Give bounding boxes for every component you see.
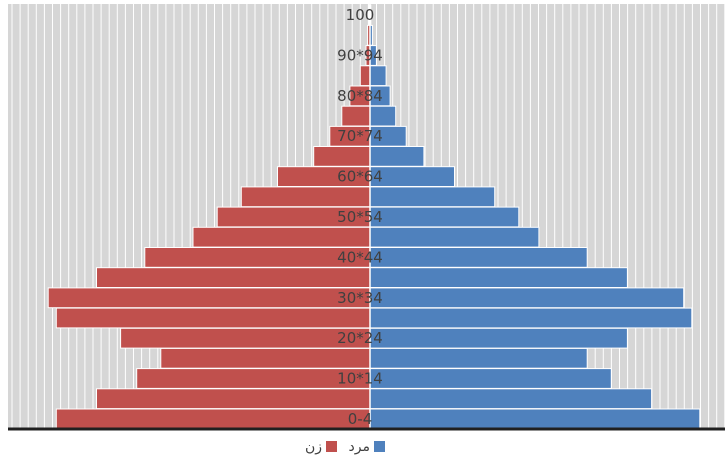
bar-female (96, 388, 371, 410)
bar-female (55, 408, 371, 430)
bar-male (369, 186, 496, 208)
bar-male (369, 368, 612, 389)
tick-label: 80*84 (337, 87, 383, 105)
bars-group (47, 4, 701, 430)
legend-swatch-male (374, 441, 385, 452)
category-tick-labels: 0-4 10*14 20*24 30*34 40*44 50*54 60*64 70*74 80… (337, 6, 383, 428)
bar-male (369, 408, 701, 430)
bar-female (55, 307, 371, 329)
bar-male (369, 327, 628, 349)
tick-label: 30*34 (337, 289, 383, 307)
legend-swatch-female (326, 441, 337, 452)
bar-female (160, 347, 371, 369)
bar-male (369, 206, 520, 228)
tick-label: 10*14 (337, 370, 383, 388)
bar-male (369, 146, 425, 167)
tick-label: 60*64 (337, 168, 383, 186)
legend: مرد زن (305, 439, 385, 455)
bar-male (369, 267, 628, 289)
bar-female (341, 105, 371, 127)
bar-female (192, 226, 371, 248)
bar-male (369, 347, 588, 369)
bar-male (369, 226, 540, 248)
bar-female (313, 146, 371, 167)
legend-label-female: زن (305, 439, 322, 455)
legend-label-male: مرد (349, 439, 370, 455)
tick-label: 90*94 (337, 47, 383, 65)
bar-male (369, 65, 387, 87)
bar-female (120, 327, 371, 349)
tick-label: 0-4 (348, 410, 373, 428)
bar-female (47, 287, 371, 309)
tick-label: 50*54 (337, 208, 383, 226)
bar-male (369, 105, 397, 127)
tick-label: 20*24 (337, 329, 383, 347)
bar-male (369, 388, 653, 410)
bar-female (96, 267, 371, 289)
tick-label: 40*44 (337, 248, 383, 266)
bar-female (240, 186, 371, 208)
tick-label: 100 (346, 6, 375, 24)
bar-female (359, 65, 371, 87)
tick-label: 70*74 (337, 127, 383, 145)
bar-male (369, 247, 588, 268)
bar-male (369, 307, 693, 329)
bar-male (369, 287, 685, 309)
bar-female (136, 368, 371, 389)
